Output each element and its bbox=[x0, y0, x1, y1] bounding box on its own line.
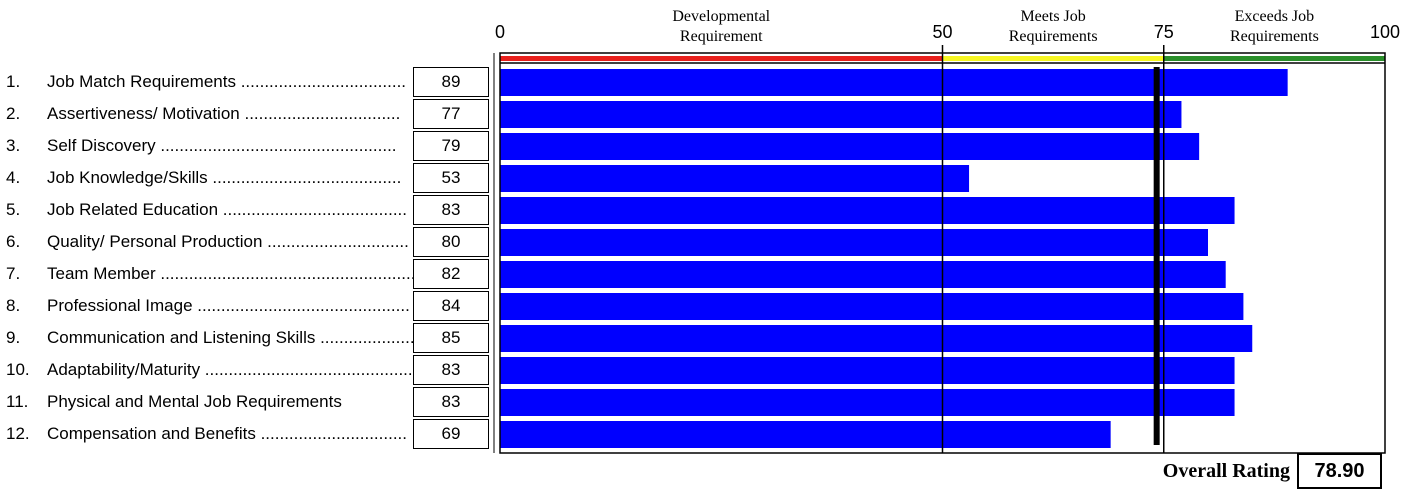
row-score-value: 82 bbox=[413, 259, 489, 289]
row-category-label: Adaptability/Maturity ..................… bbox=[47, 360, 415, 379]
row-category-label: Physical and Mental Job Requirements bbox=[47, 392, 342, 411]
band-title-line: Requirements bbox=[1229, 28, 1319, 45]
bar-12 bbox=[500, 421, 1111, 448]
row-score-value: 85 bbox=[413, 323, 489, 353]
row-category-label: Quality/ Personal Production ...........… bbox=[47, 232, 409, 251]
row-label: 12. Compensation and Benefits ...........… bbox=[6, 419, 407, 449]
rating-row: 4. Job Knowledge/Skills .................… bbox=[0, 163, 1419, 193]
band-title-line: Requirements bbox=[1008, 28, 1098, 45]
rating-row: 10. Adaptability/Maturity ...............… bbox=[0, 355, 1419, 385]
band-strip-1 bbox=[500, 56, 943, 61]
rating-row: 7. Team Member ..........................… bbox=[0, 259, 1419, 289]
rating-row: 3. Self Discovery .......................… bbox=[0, 131, 1419, 161]
row-score-value: 69 bbox=[413, 419, 489, 449]
tick-label-50: 50 bbox=[932, 22, 953, 42]
row-category-label: Job Match Requirements .................… bbox=[47, 72, 407, 91]
row-category-label: Team Member ............................… bbox=[47, 264, 415, 283]
bar-5 bbox=[500, 197, 1235, 224]
band-title-1: Developmental Requirement bbox=[621, 7, 821, 47]
row-score-value: 83 bbox=[413, 387, 489, 417]
row-label: 8. Professional Image ...................… bbox=[6, 291, 410, 321]
rating-row: 11. Physical and Mental Job Requirements 8… bbox=[0, 387, 1419, 417]
rating-row: 1. Job Match Requirements ...............… bbox=[0, 67, 1419, 97]
overall-rating-value: 78.90 bbox=[1297, 453, 1382, 489]
band-title-line: Meets Job bbox=[1020, 8, 1086, 25]
bar-9 bbox=[500, 325, 1253, 352]
row-label: 1. Job Match Requirements ...............… bbox=[6, 67, 406, 97]
row-number: 10. bbox=[6, 360, 30, 379]
row-score-value: 84 bbox=[413, 291, 489, 321]
band-title-3: Exceeds Job Requirements bbox=[1174, 7, 1374, 47]
rating-row: 5. Job Related Education ................… bbox=[0, 195, 1419, 225]
bar-3 bbox=[500, 133, 1200, 160]
row-label: 4. Job Knowledge/Skills .................… bbox=[6, 163, 401, 193]
row-score-value: 79 bbox=[413, 131, 489, 161]
band-title-line: Requirement bbox=[679, 28, 763, 45]
row-number: 6. bbox=[6, 232, 21, 251]
row-label: 9. Communication and Listening Skills ...… bbox=[6, 323, 415, 353]
row-number: 5. bbox=[6, 200, 21, 219]
row-label: 6. Quality/ Personal Production .........… bbox=[6, 227, 409, 257]
band-title-line: Exceeds Job bbox=[1234, 8, 1315, 25]
row-category-label: Job Related Education ..................… bbox=[47, 200, 407, 219]
row-category-label: Professional Image .....................… bbox=[47, 296, 410, 315]
band-title-2: Meets Job Requirements bbox=[953, 7, 1153, 47]
row-number: 7. bbox=[6, 264, 21, 283]
row-category-label: Self Discovery .........................… bbox=[47, 136, 397, 155]
bar-4 bbox=[500, 165, 970, 192]
row-number: 9. bbox=[6, 328, 21, 347]
band-strip-2 bbox=[942, 56, 1164, 61]
bar-8 bbox=[500, 293, 1244, 320]
row-score-value: 80 bbox=[413, 227, 489, 257]
row-category-label: Assertiveness/ Motivation ..............… bbox=[47, 104, 401, 123]
row-label: 10. Adaptability/Maturity ...............… bbox=[6, 355, 415, 385]
tick-label-75: 75 bbox=[1153, 22, 1174, 42]
bar-2 bbox=[500, 101, 1182, 128]
row-score-value: 53 bbox=[413, 163, 489, 193]
bar-6 bbox=[500, 229, 1208, 256]
bar-10 bbox=[500, 357, 1235, 384]
overall-rating-label: Overall Rating bbox=[1162, 460, 1290, 482]
row-label: 7. Team Member ..........................… bbox=[6, 259, 415, 289]
row-number: 1. bbox=[6, 72, 21, 91]
row-label: 5. Job Related Education ................… bbox=[6, 195, 407, 225]
row-label: 3. Self Discovery .......................… bbox=[6, 131, 397, 161]
row-number: 3. bbox=[6, 136, 21, 155]
row-number: 2. bbox=[6, 104, 21, 123]
rating-row: 6. Quality/ Personal Production .........… bbox=[0, 227, 1419, 257]
row-category-label: Communication and Listening Skills .....… bbox=[47, 328, 415, 347]
bar-11 bbox=[500, 389, 1235, 416]
row-number: 12. bbox=[6, 424, 30, 443]
row-label: 11. Physical and Mental Job Requirements bbox=[6, 387, 342, 417]
tick-label-0: 0 bbox=[494, 22, 506, 42]
row-number: 11. bbox=[6, 392, 29, 411]
row-number: 4. bbox=[6, 168, 21, 187]
row-label: 2. Assertiveness/ Motivation ............… bbox=[6, 99, 400, 129]
bar-7 bbox=[500, 261, 1226, 288]
row-score-value: 77 bbox=[413, 99, 489, 129]
band-strip-3 bbox=[1163, 56, 1385, 61]
rating-row: 12. Compensation and Benefits ...........… bbox=[0, 419, 1419, 449]
tick-label-100: 100 bbox=[1369, 22, 1401, 42]
rating-row: 9. Communication and Listening Skills ...… bbox=[0, 323, 1419, 353]
row-score-value: 89 bbox=[413, 67, 489, 97]
row-score-value: 83 bbox=[413, 355, 489, 385]
row-number: 8. bbox=[6, 296, 21, 315]
band-title-line: Developmental bbox=[672, 8, 771, 25]
row-category-label: Compensation and Benefits ..............… bbox=[47, 424, 407, 443]
rating-row: 8. Professional Image ...................… bbox=[0, 291, 1419, 321]
row-category-label: Job Knowledge/Skills ...................… bbox=[47, 168, 402, 187]
rating-row: 2. Assertiveness/ Motivation ............… bbox=[0, 99, 1419, 129]
row-score-value: 83 bbox=[413, 195, 489, 225]
